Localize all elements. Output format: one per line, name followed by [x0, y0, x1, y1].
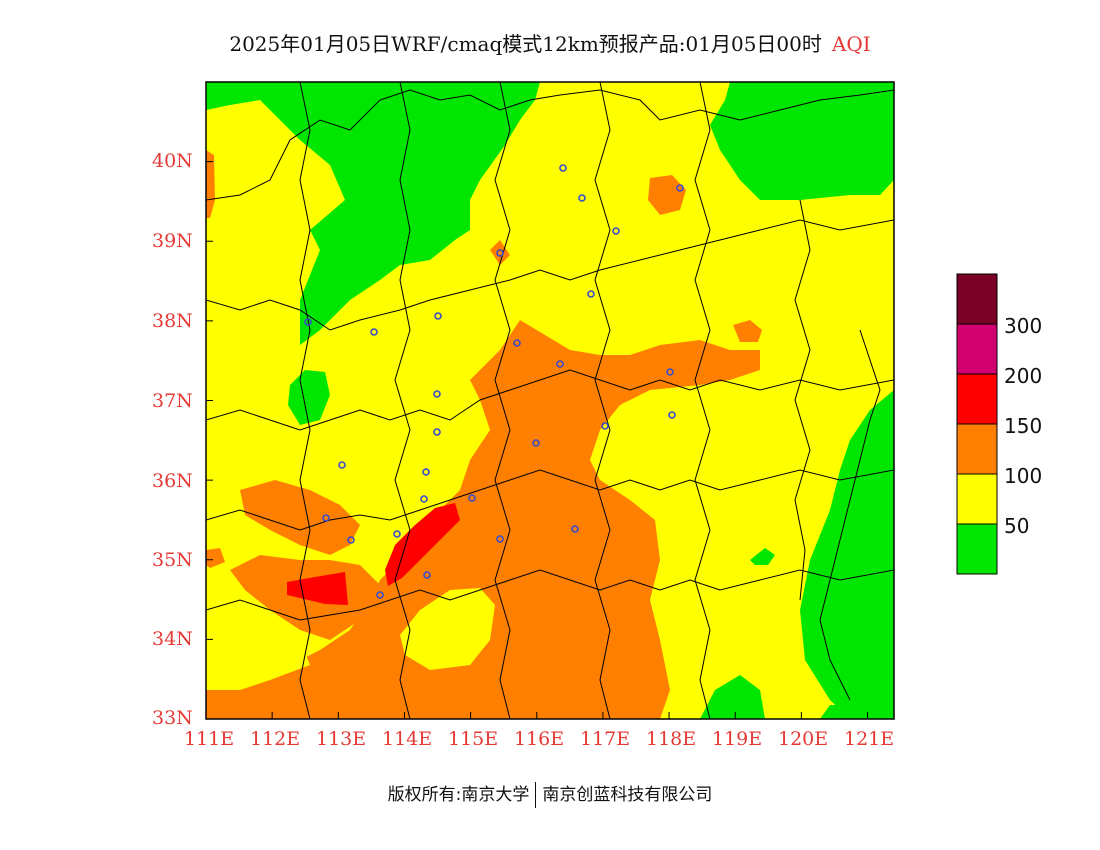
aqi-good-south2: [820, 705, 855, 719]
legend-label-150: 150: [1004, 414, 1043, 438]
station-marker: [304, 318, 312, 326]
axis-ticks: [205, 161, 869, 720]
legend-label-50: 50: [1004, 514, 1030, 538]
y-tick-label: 35N: [152, 549, 193, 571]
x-tick-label: 111E: [184, 728, 235, 750]
station-marker: [513, 339, 521, 347]
aqi-moderate-island2: [206, 590, 310, 690]
y-tick-label: 33N: [152, 707, 193, 729]
admin-boundaries: [206, 82, 894, 719]
aqi-field: [206, 82, 894, 719]
legend-swatch-very-unhealthy: [956, 323, 998, 375]
aqi-unhealthy-red1: [385, 503, 460, 586]
legend-swatch-good: [956, 523, 998, 575]
aqi-good-south: [700, 675, 765, 719]
legend-label-100: 100: [1004, 464, 1043, 488]
y-tick-label: 36N: [152, 470, 193, 492]
legend-swatch-hazardous: [956, 273, 998, 325]
station-marker: [433, 390, 441, 398]
station-marker: [556, 360, 564, 368]
station-marker: [468, 494, 476, 502]
y-tick-label: 39N: [152, 230, 193, 252]
title-variable: AQI: [831, 32, 871, 56]
aqi-moderate-island1: [400, 588, 495, 670]
station-marker: [322, 514, 330, 522]
station-marker: [587, 290, 595, 298]
station-marker: [370, 328, 378, 336]
monitoring-stations: [304, 164, 684, 599]
y-tick-label: 34N: [152, 628, 193, 650]
station-marker: [578, 194, 586, 202]
legend-swatch-unhealthy: [956, 373, 998, 425]
x-tick-label: 117E: [580, 728, 631, 750]
legend-swatch-unhealthy-sensitive: [956, 423, 998, 475]
legend-colorbar: [956, 273, 998, 575]
map-title: 2025年01月05日WRF/cmaq模式12km预报产品:01月05日00时 A…: [0, 28, 1100, 57]
station-marker: [376, 591, 384, 599]
aqi-unhealthy-sensitive-east: [733, 320, 762, 342]
x-tick-label: 116E: [514, 728, 565, 750]
x-tick-label: 112E: [250, 728, 301, 750]
station-marker: [434, 312, 442, 320]
station-marker: [496, 535, 504, 543]
station-marker: [612, 227, 620, 235]
station-marker: [347, 536, 355, 544]
station-marker: [676, 184, 684, 192]
station-marker: [559, 164, 567, 172]
station-marker: [532, 439, 540, 447]
x-tick-label: 118E: [646, 728, 697, 750]
footer-right: 南京创蓝科技有限公司: [542, 785, 713, 805]
legend-label-300: 300: [1004, 314, 1043, 338]
station-marker: [393, 530, 401, 538]
y-tick-label: 37N: [152, 390, 193, 412]
aqi-unhealthy-sensitive-north: [490, 240, 510, 265]
station-marker: [433, 428, 441, 436]
legend-swatch-moderate: [956, 473, 998, 525]
aqi-good-patch1: [288, 370, 330, 425]
aqi-good-east: [800, 390, 894, 719]
station-marker: [601, 422, 609, 430]
aqi-good-patch2: [750, 548, 775, 565]
x-tick-label: 119E: [712, 728, 763, 750]
x-tick-label: 115E: [448, 728, 499, 750]
x-tick-label: 113E: [316, 728, 367, 750]
aqi-good-northeast: [710, 82, 894, 200]
aqi-good-north: [206, 82, 540, 345]
x-tick-label: 121E: [844, 728, 895, 750]
aqi-unhealthy-sensitive-northeast: [648, 175, 686, 215]
station-marker: [420, 495, 428, 503]
x-tick-label: 120E: [778, 728, 829, 750]
footer-left: 版权所有:南京大学: [387, 785, 530, 805]
x-tick-label: 114E: [382, 728, 433, 750]
station-marker: [496, 249, 504, 257]
title-main: 2025年01月05日WRF/cmaq模式12km预报产品:01月05日00时: [229, 32, 822, 56]
aqi-unhealthy-red2: [287, 572, 348, 605]
station-marker: [423, 571, 431, 579]
aqi-unhealthy-sensitive-westedge: [206, 150, 215, 218]
station-marker: [571, 525, 579, 533]
station-marker: [666, 368, 674, 376]
aqi-unhealthy-sensitive-west: [240, 480, 360, 555]
station-marker: [668, 411, 676, 419]
y-tick-label: 38N: [152, 310, 193, 332]
station-marker: [422, 468, 430, 476]
y-tick-label: 40N: [152, 150, 193, 172]
aqi-unhealthy-sensitive-main: [206, 320, 760, 719]
station-marker: [338, 461, 346, 469]
copyright-footer: 版权所有:南京大学 南京创蓝科技有限公司: [0, 780, 1100, 808]
footer-separator: [535, 782, 537, 808]
aqi-unhealthy-sensitive-west3: [206, 548, 225, 568]
legend-label-200: 200: [1004, 364, 1043, 388]
